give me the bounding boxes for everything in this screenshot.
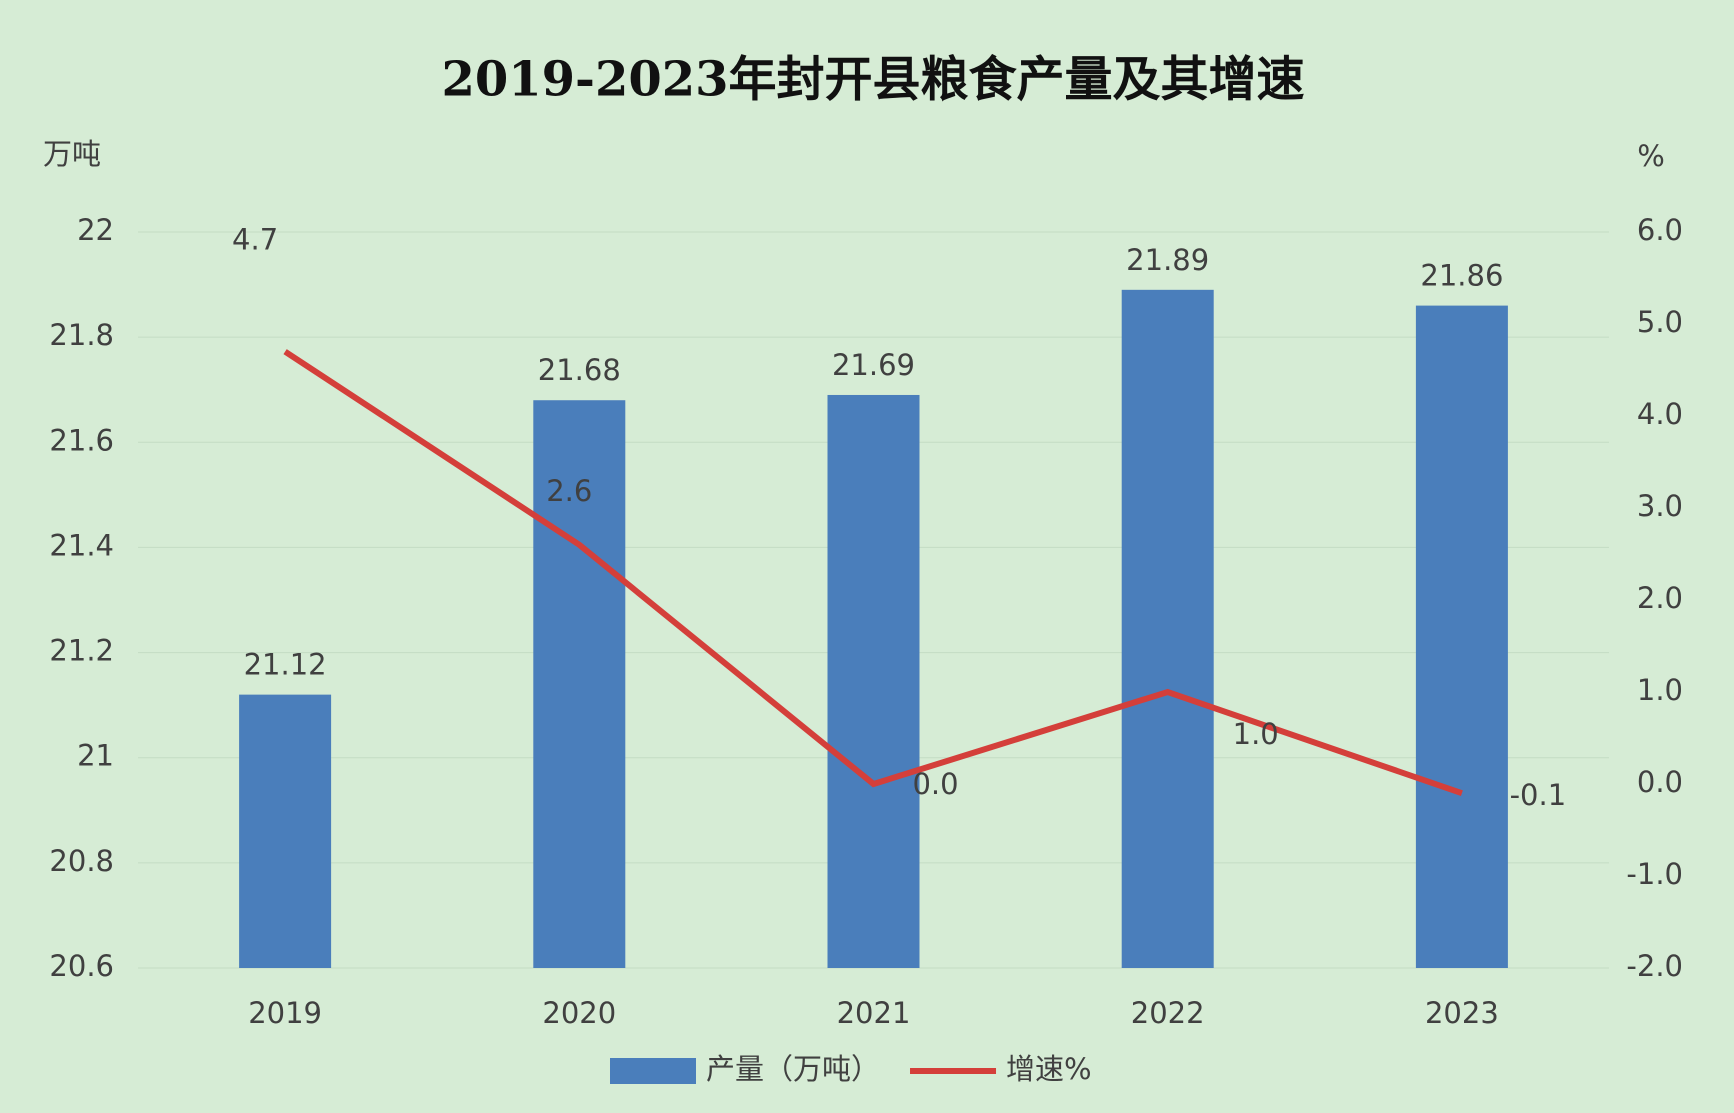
bar [827,394,920,968]
y-tick-label: 20.6 [49,949,114,983]
y2-tick-label: 3.0 [1637,489,1683,523]
y-tick-label: 21 [77,739,114,773]
bar-value-label: 21.69 [832,348,915,382]
x-tick-label: 2021 [837,996,911,1030]
y-tick-label: 21.6 [49,423,114,457]
x-tick-label: 2020 [542,996,616,1030]
y2-tick-label: 0.0 [1637,765,1683,799]
y-tick-label: 21.4 [49,528,114,562]
x-tick-label: 2023 [1425,996,1499,1030]
chart-title: 2019-2023年封开县粮食产量及其增速 [441,52,1304,108]
y2-tick-label: 6.0 [1637,213,1683,247]
x-tick-label: 2022 [1131,996,1205,1030]
line-value-label: 4.7 [232,223,278,257]
y2-tick-label: 2.0 [1637,581,1683,615]
line-value-label: 0.0 [912,767,958,801]
line-value-label: 2.6 [546,474,592,508]
y2-tick-label: -2.0 [1626,949,1683,983]
x-tick-label: 2019 [248,996,322,1030]
bar [239,694,332,968]
y-tick-label: 21.2 [49,634,114,668]
bar-value-label: 21.12 [244,648,327,682]
legend-swatch [610,1058,696,1084]
bar [1415,305,1508,969]
y2-tick-label: 4.0 [1637,397,1683,431]
y-axis-label: 万吨 [43,137,101,171]
y-tick-label: 22 [77,213,114,247]
line-value-label: 1.0 [1233,717,1279,751]
y-tick-label: 21.8 [49,318,114,352]
line-value-label: -0.1 [1510,778,1567,812]
bar-value-label: 21.86 [1420,259,1503,293]
y2-axis-label: % [1637,139,1665,173]
y2-tick-label: 1.0 [1637,673,1683,707]
bar-value-label: 21.89 [1126,243,1209,277]
y2-tick-label: 5.0 [1637,305,1683,339]
legend-label: 增速% [1006,1052,1092,1086]
y-tick-label: 20.8 [49,844,114,878]
bar [533,400,626,968]
bar [1121,289,1214,968]
bar-value-label: 21.68 [538,353,621,387]
line [283,349,1463,797]
legend-label: 产量（万吨） [706,1052,880,1086]
y2-tick-label: -1.0 [1626,857,1683,891]
